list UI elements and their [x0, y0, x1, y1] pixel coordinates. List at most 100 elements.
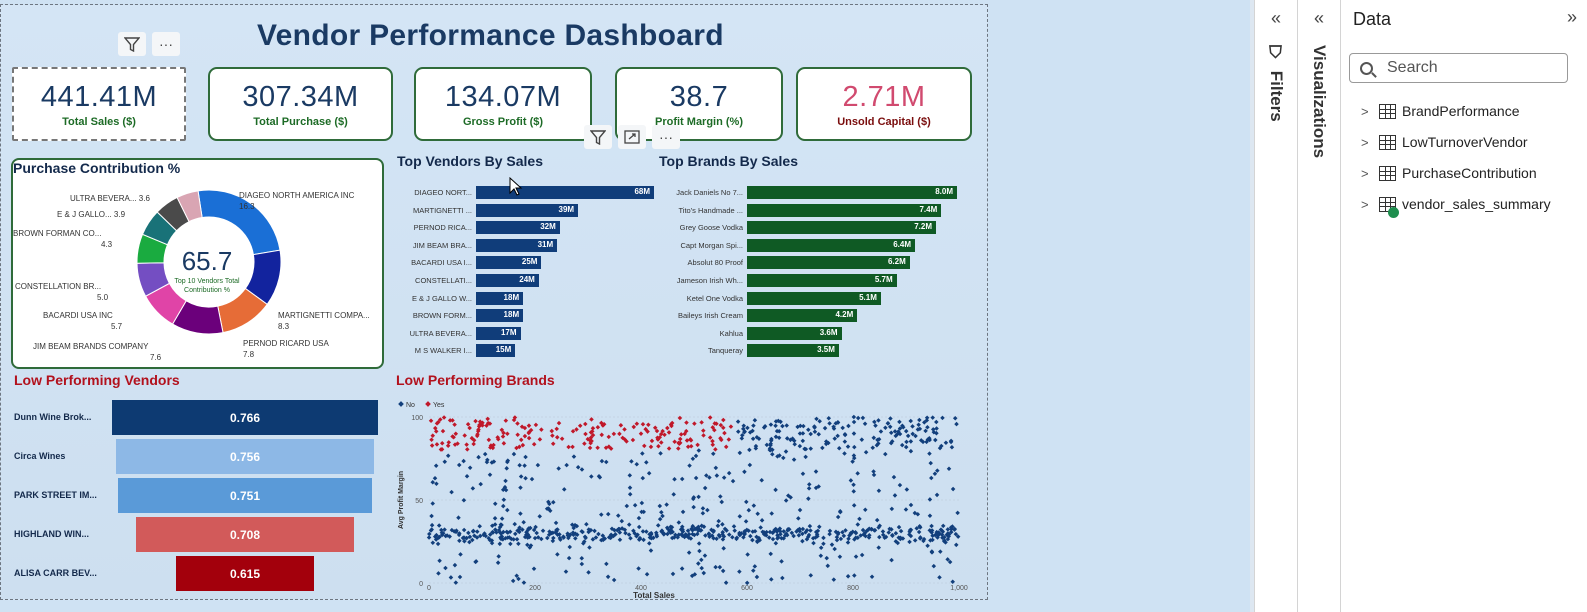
scatter-point-yes[interactable] [486, 437, 492, 443]
scatter-point-yes[interactable] [520, 442, 526, 448]
scatter-point-yes[interactable] [539, 427, 544, 432]
scatter-point-yes[interactable] [666, 446, 672, 451]
scatter-point-no[interactable] [667, 529, 672, 534]
scatter-point-no[interactable] [476, 454, 481, 460]
scatter-point-no[interactable] [586, 527, 592, 532]
scatter-point-yes[interactable] [599, 432, 605, 438]
scatter-point-no[interactable] [629, 459, 634, 464]
scatter-point-no[interactable] [780, 423, 785, 429]
scatter-point-yes[interactable] [514, 445, 519, 451]
scatter-point-no[interactable] [953, 531, 959, 537]
scatter-point-no[interactable] [470, 486, 476, 491]
scatter-point-no[interactable] [929, 475, 934, 481]
scatter-point-no[interactable] [660, 513, 665, 519]
scatter-point-no[interactable] [518, 474, 524, 479]
scatter-point-no[interactable] [632, 502, 638, 508]
scatter-point-no[interactable] [741, 423, 746, 429]
vendor-bar[interactable]: 18M [476, 291, 524, 305]
scatter-point-no[interactable] [808, 446, 813, 451]
scatter-point-yes[interactable] [446, 440, 452, 445]
scatter-point-no[interactable] [596, 531, 601, 537]
scatter-point-no[interactable] [905, 433, 911, 439]
brand-bar[interactable]: 7.2M [747, 221, 936, 235]
scatter-point-no[interactable] [817, 524, 822, 530]
scatter-point-no[interactable] [821, 541, 826, 547]
scatter-point-no[interactable] [860, 415, 866, 421]
scatter-point-no[interactable] [808, 573, 814, 578]
scatter-point-no[interactable] [851, 482, 856, 488]
scatter-point-no[interactable] [731, 524, 737, 529]
scatter-point-yes[interactable] [645, 429, 650, 434]
scatter-point-no[interactable] [521, 580, 527, 585]
scatter-point-no[interactable] [773, 419, 779, 424]
filters-pane[interactable]: « ⛉ Filters [1254, 0, 1297, 612]
scatter-point-no[interactable] [940, 523, 946, 529]
low-vendor-bar[interactable]: 0.708 [136, 517, 354, 552]
scatter-point-yes[interactable] [707, 435, 713, 440]
scatter-point-yes[interactable] [434, 421, 440, 426]
scatter-point-no[interactable] [551, 499, 556, 505]
scatter-point-no[interactable] [430, 540, 436, 546]
scatter-point-yes[interactable] [583, 431, 588, 437]
scatter-point-no[interactable] [955, 510, 960, 516]
scatter-point-no[interactable] [755, 539, 760, 545]
scatter-point-yes[interactable] [566, 444, 571, 450]
scatter-point-yes[interactable] [710, 425, 715, 430]
scatter-point-no[interactable] [564, 462, 569, 468]
scatter-point-no[interactable] [671, 492, 676, 497]
visualizations-pane[interactable]: « Visualizations [1297, 0, 1340, 612]
scatter-point-no[interactable] [696, 561, 701, 566]
scatter-point-no[interactable] [716, 518, 721, 524]
scatter-point-no[interactable] [534, 530, 539, 536]
low-vendor-bar[interactable]: 0.751 [118, 478, 372, 513]
scatter-point-no[interactable] [627, 492, 633, 497]
chevron-right-icon[interactable]: > [1361, 103, 1369, 119]
scatter-point-yes[interactable] [634, 421, 640, 427]
scatter-point-yes[interactable] [522, 425, 528, 431]
scatter-point-no[interactable] [557, 535, 563, 541]
scatter-point-yes[interactable] [533, 422, 539, 428]
scatter-point-no[interactable] [456, 462, 462, 468]
scatter-point-no[interactable] [748, 533, 753, 539]
low-vendor-bar[interactable]: 0.756 [116, 439, 374, 474]
scatter-point-no[interactable] [672, 476, 677, 482]
scatter-point-no[interactable] [700, 506, 706, 511]
scatter-point-yes[interactable] [618, 423, 624, 428]
scatter-point-no[interactable] [433, 463, 439, 468]
scatter-point-no[interactable] [945, 557, 950, 562]
scatter-point-yes[interactable] [685, 444, 691, 450]
scatter-point-no[interactable] [624, 503, 630, 509]
scatter-point-no[interactable] [518, 511, 523, 516]
scatter-point-no[interactable] [605, 574, 611, 580]
scatter-point-no[interactable] [797, 431, 803, 436]
scatter-point-no[interactable] [436, 523, 442, 528]
scatter-point-no[interactable] [737, 514, 743, 519]
scatter-point-no[interactable] [820, 445, 825, 451]
scatter-point-no[interactable] [597, 475, 603, 480]
scatter-point-no[interactable] [837, 554, 843, 560]
scatter-point-yes[interactable] [606, 434, 612, 440]
scatter-point-no[interactable] [811, 540, 816, 546]
scatter-point-no[interactable] [566, 555, 572, 561]
vendor-bar[interactable]: 68M [476, 186, 654, 199]
scatter-point-no[interactable] [784, 423, 789, 428]
scatter-point-no[interactable] [461, 458, 466, 464]
scatter-point-yes[interactable] [587, 445, 593, 451]
scatter-point-no[interactable] [800, 538, 805, 544]
scatter-point-no[interactable] [705, 507, 710, 513]
scatter-point-yes[interactable] [550, 441, 556, 446]
scatter-point-no[interactable] [520, 527, 525, 532]
scatter-point-no[interactable] [561, 487, 567, 492]
scatter-point-no[interactable] [456, 515, 461, 520]
scatter-point-no[interactable] [768, 441, 773, 446]
scatter-point-no[interactable] [599, 458, 605, 464]
scatter-point-no[interactable] [835, 433, 840, 439]
scatter-point-no[interactable] [665, 531, 670, 537]
scatter-point-no[interactable] [896, 524, 902, 530]
scatter-point-no[interactable] [887, 526, 892, 532]
scatter-point-no[interactable] [945, 531, 951, 536]
scatter-point-yes[interactable] [440, 428, 446, 434]
scatter-point-no[interactable] [567, 544, 573, 550]
scatter-point-no[interactable] [744, 580, 750, 586]
scatter-point-no[interactable] [482, 451, 488, 457]
